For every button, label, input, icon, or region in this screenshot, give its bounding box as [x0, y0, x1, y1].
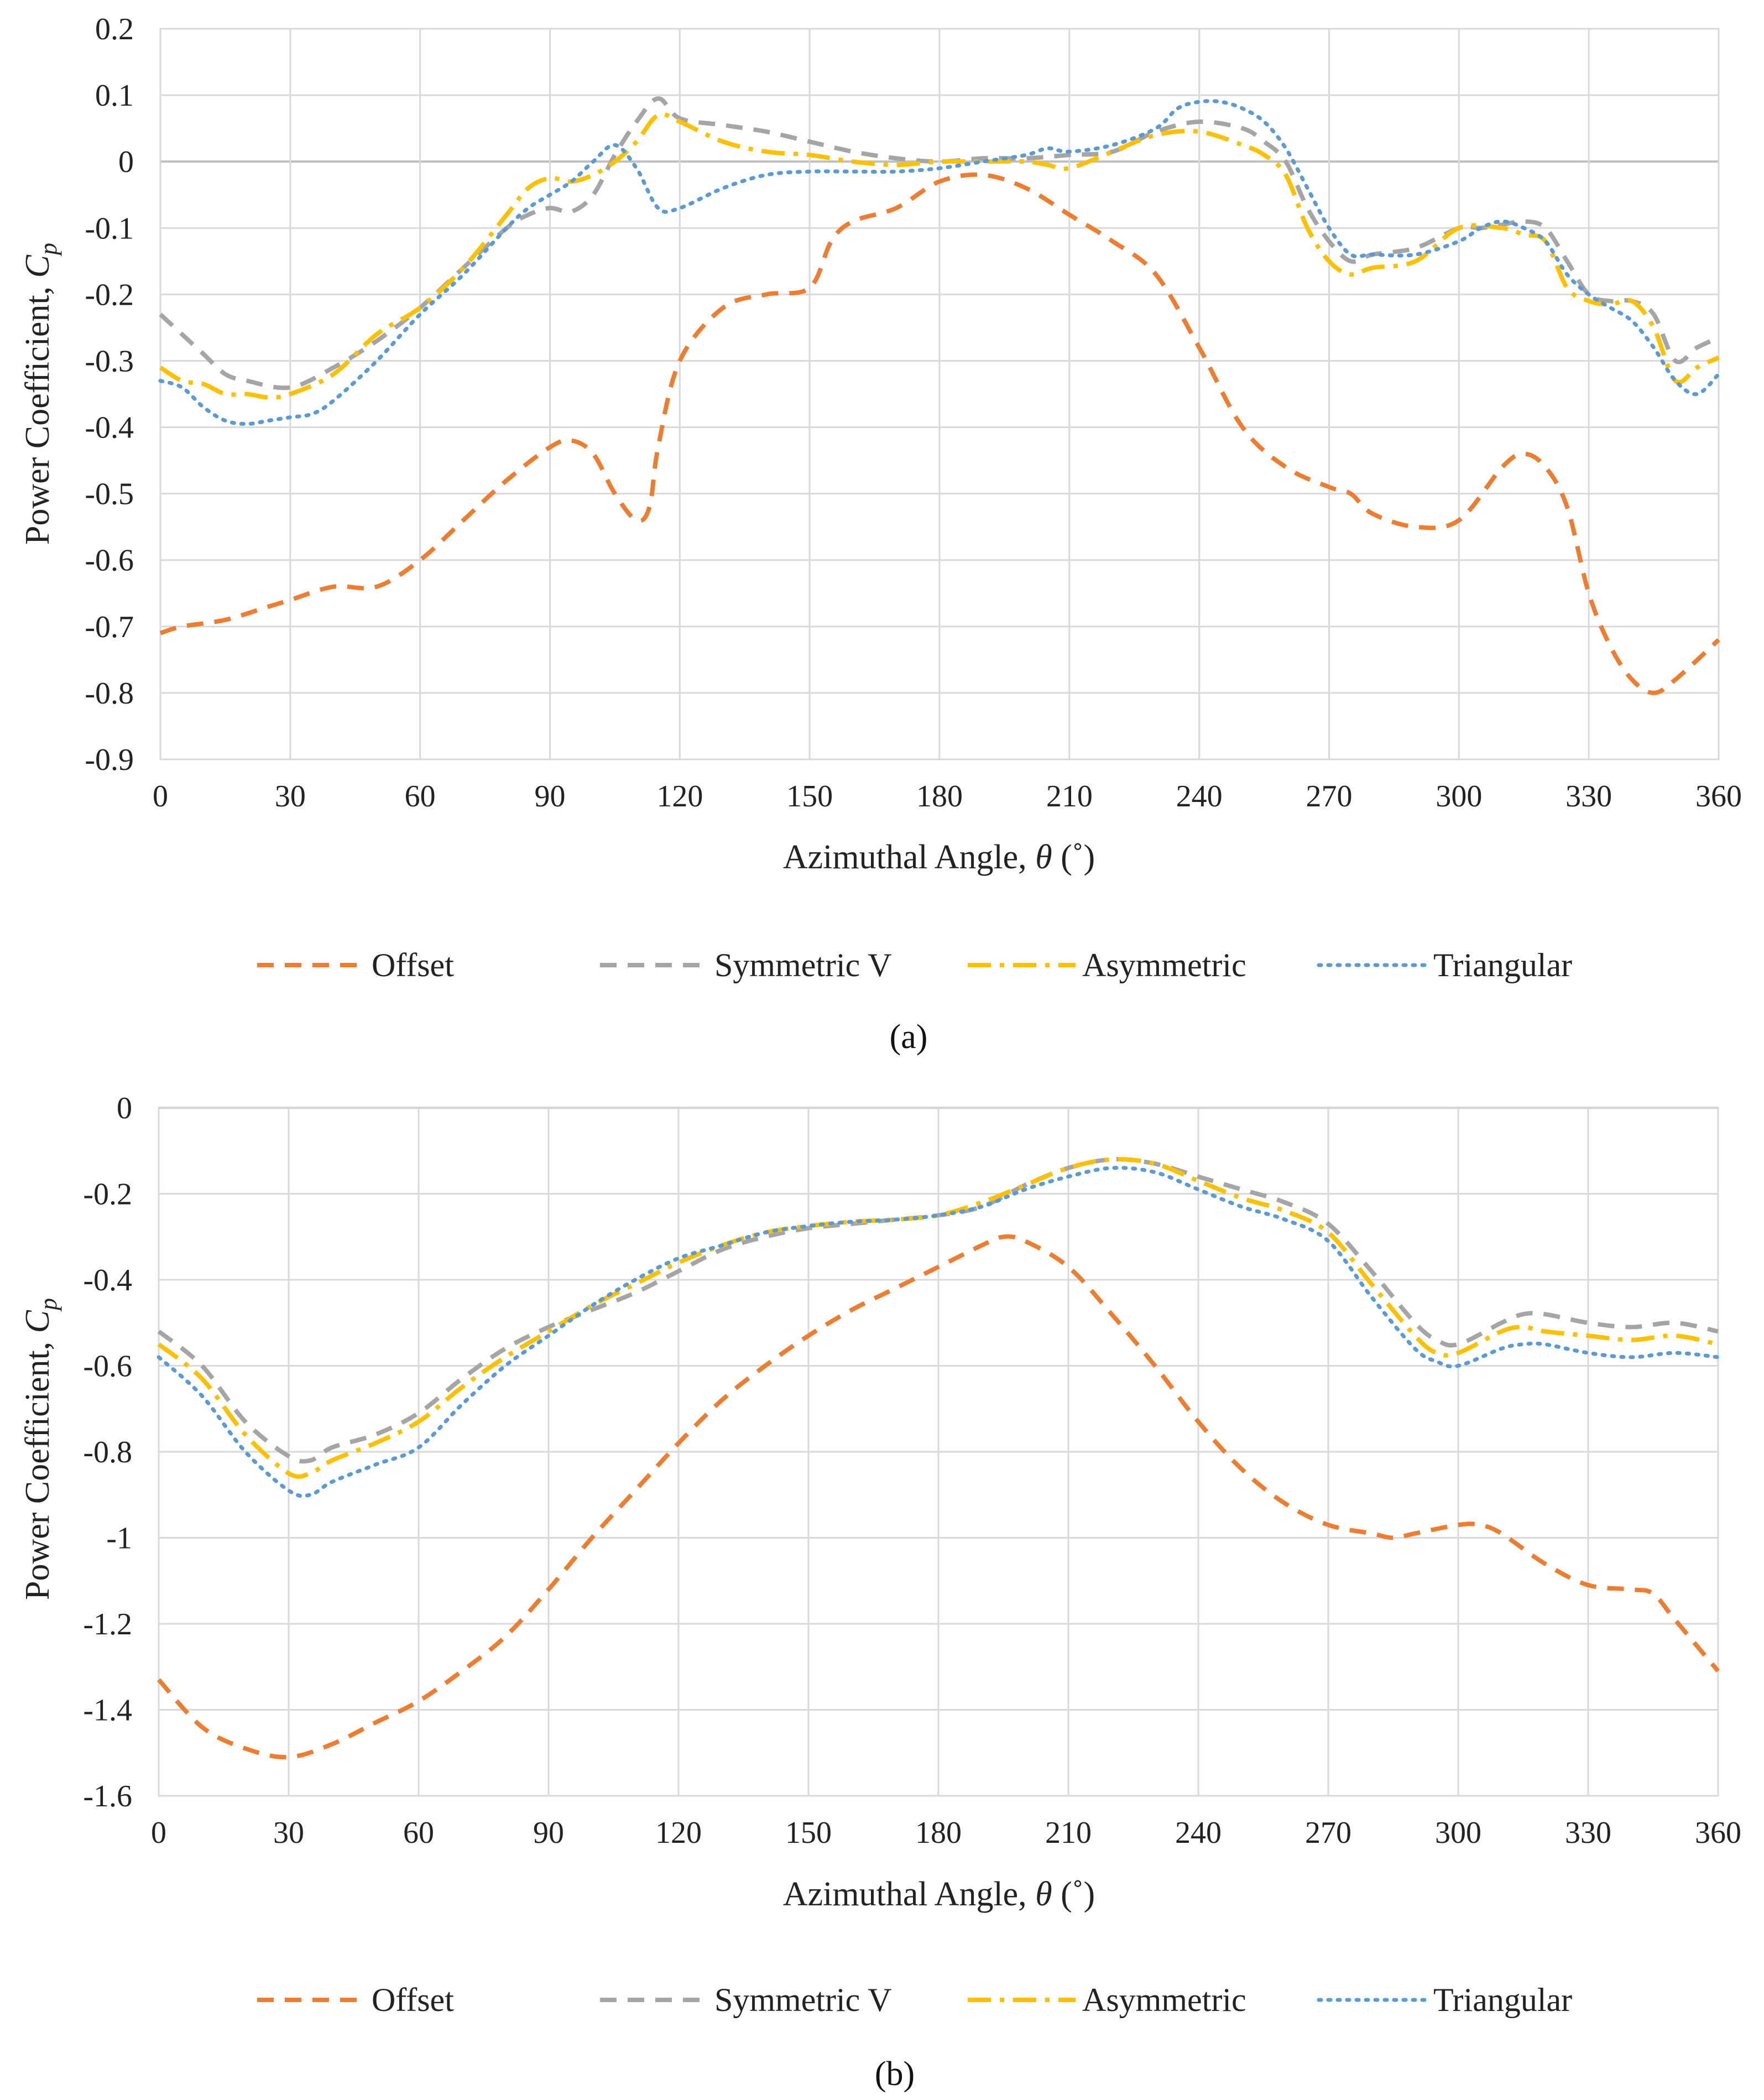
- legend-label-triangular: Triangular: [1433, 947, 1572, 983]
- y-tick-label: -0.1: [85, 211, 134, 246]
- legend-label-symmetric-v: Symmetric V: [714, 947, 892, 983]
- series-a: [158, 96, 1721, 695]
- y-tick-label: 0: [118, 145, 134, 179]
- series-line-triangular: [158, 99, 1721, 426]
- x-tick-label: 180: [915, 1816, 962, 1850]
- x-tick-label: 270: [1305, 1816, 1351, 1850]
- y-axis-title-a: Power Coefficient, Cp: [19, 243, 62, 545]
- y-axis-title-b: Power Coefficient, Cp: [19, 1298, 62, 1600]
- x-tick-labels-a: 0 30 60 90 120 150 180 210 240 270 300 330 360: [153, 779, 1742, 814]
- y-tick-label: -0.3: [85, 344, 134, 378]
- y-tick-label: -0.6: [83, 1349, 132, 1384]
- caption-b: (b): [875, 2055, 915, 2093]
- plot-frame: [159, 28, 1720, 760]
- y-tick-label: -1: [106, 1521, 132, 1556]
- x-axis-title-b: Azimuthal Angle, θ (˚): [783, 1875, 1095, 1913]
- legend-label-offset: Offset: [372, 1982, 454, 2018]
- y-tick-label: -1.2: [83, 1607, 132, 1642]
- legend-b: Offset Symmetric V Asymmetric Triangular: [257, 1982, 1572, 2018]
- series-line-asymmetric: [159, 112, 1720, 400]
- y-tick-label: -0.4: [85, 411, 134, 445]
- y-tick-label: 0.2: [95, 12, 134, 46]
- x-axis-title-a: Azimuthal Angle, θ (˚): [783, 838, 1095, 876]
- chart-panel-b: 0 -0.2 -0.4 -0.6 -0.8 -1 -1.2 -1.4 -1.6 0 30 60 90 1…: [19, 1091, 1741, 2093]
- y-tick-label: -0.5: [85, 477, 134, 512]
- x-tick-label: 120: [656, 779, 703, 814]
- x-tick-label: 180: [916, 779, 963, 814]
- legend-label-triangular: Triangular: [1433, 1982, 1572, 2018]
- caption-a: (a): [890, 1018, 928, 1056]
- legend-label-asymmetric: Asymmetric: [1082, 947, 1246, 983]
- plot-frame: [158, 1107, 1719, 1797]
- x-tick-labels-b: 0 30 60 90 120 150 180 210 240 270 300 330 360: [151, 1816, 1741, 1850]
- series-line-triangular: [156, 1166, 1720, 1498]
- legend-label-asymmetric: Asymmetric: [1082, 1982, 1246, 2018]
- x-tick-label: 60: [403, 1816, 434, 1850]
- y-tick-labels-a: 0.2 0.1 0 -0.1 -0.2 -0.3 -0.4 -0.5 -0.6 -0.7 -0.8 -…: [85, 12, 134, 777]
- y-tick-label: -0.6: [85, 544, 134, 578]
- x-tick-label: 120: [655, 1816, 702, 1850]
- x-tick-label: 30: [273, 1816, 304, 1850]
- y-tick-label: -1.4: [83, 1693, 132, 1728]
- y-tick-label: -1.6: [83, 1779, 132, 1814]
- y-tick-label: 0.1: [95, 79, 134, 113]
- x-tick-label: 330: [1565, 779, 1612, 814]
- chart-panel-a: 0.2 0.1 0 -0.1 -0.2 -0.3 -0.4 -0.5 -0.6 -0.7 -0.8 -…: [19, 12, 1742, 1056]
- legend-a: Offset Symmetric V Asymmetric Triangular: [257, 947, 1572, 983]
- x-tick-label: 150: [786, 779, 833, 814]
- x-tick-label: 150: [785, 1816, 832, 1850]
- legend-label-symmetric-v: Symmetric V: [714, 1982, 892, 2018]
- y-tick-label: -0.8: [85, 676, 134, 711]
- x-tick-label: 0: [151, 1816, 166, 1850]
- x-tick-label: 330: [1565, 1816, 1611, 1850]
- x-tick-label: 210: [1046, 779, 1093, 814]
- series-line-offset: [157, 1234, 1720, 1760]
- y-tick-label: -0.2: [83, 1177, 132, 1212]
- grid-a: [159, 28, 1720, 760]
- x-tick-label: 360: [1695, 1816, 1741, 1850]
- x-tick-label: 300: [1436, 779, 1482, 814]
- y-tick-label: -0.9: [85, 743, 134, 777]
- x-tick-label: 90: [535, 779, 566, 814]
- x-tick-label: 210: [1045, 1816, 1092, 1850]
- y-tick-label: -0.7: [85, 610, 134, 644]
- x-tick-label: 300: [1435, 1816, 1481, 1850]
- y-tick-label: -0.8: [83, 1435, 132, 1470]
- legend-label-offset: Offset: [372, 947, 454, 983]
- y-tick-label: -0.4: [83, 1263, 132, 1297]
- x-tick-label: 30: [275, 779, 306, 814]
- series-line-asymmetric: [157, 1157, 1719, 1479]
- x-tick-label: 270: [1306, 779, 1353, 814]
- series-b: [156, 1157, 1720, 1760]
- x-tick-label: 90: [533, 1816, 564, 1850]
- series-line-offset: [159, 172, 1720, 695]
- y-tick-labels-b: 0 -0.2 -0.4 -0.6 -0.8 -1 -1.2 -1.4 -1.6: [83, 1091, 132, 1814]
- y-tick-label: -0.2: [85, 278, 134, 312]
- series-line-symmetric-v: [159, 96, 1720, 390]
- x-tick-label: 240: [1176, 779, 1223, 814]
- x-tick-label: 240: [1175, 1816, 1222, 1850]
- grid-b: [158, 1107, 1719, 1797]
- y-tick-label: 0: [117, 1091, 132, 1125]
- x-tick-label: 60: [405, 779, 436, 814]
- x-tick-label: 360: [1695, 779, 1742, 814]
- x-tick-label: 0: [153, 779, 168, 814]
